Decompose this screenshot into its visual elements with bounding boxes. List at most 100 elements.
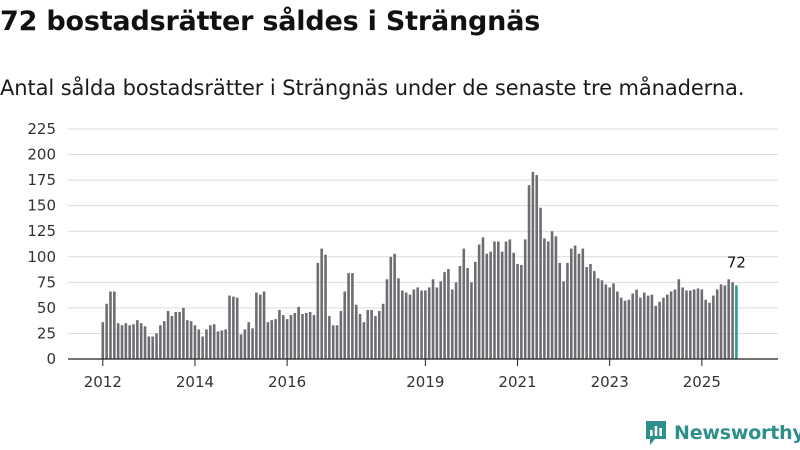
y-tick-label: 175 <box>27 171 56 189</box>
bar <box>677 279 681 359</box>
bar <box>493 241 496 359</box>
bar <box>331 325 335 359</box>
bar <box>504 241 508 359</box>
y-tick-label: 75 <box>37 273 56 291</box>
y-tick-label: 100 <box>27 248 56 266</box>
bar <box>635 289 638 359</box>
bar <box>646 295 650 359</box>
bar <box>109 291 112 359</box>
bar <box>305 313 308 359</box>
bar-highlight <box>735 285 738 359</box>
x-tick-label: 2025 <box>683 373 721 391</box>
bar <box>155 333 158 359</box>
bar <box>669 291 673 359</box>
bar <box>308 311 312 359</box>
bar <box>370 309 373 359</box>
page-subtitle: Antal sålda bostadsrätter i Strängnäs un… <box>0 76 745 100</box>
bar <box>458 265 462 359</box>
bar <box>600 280 604 359</box>
bar <box>408 294 412 359</box>
bar <box>439 281 443 359</box>
bar <box>470 282 473 359</box>
bar <box>727 279 731 359</box>
bar <box>377 310 381 359</box>
bar <box>631 293 635 359</box>
bar <box>500 251 504 359</box>
bar <box>381 303 385 359</box>
bar <box>262 291 266 359</box>
bar <box>654 305 658 359</box>
bar <box>581 248 585 359</box>
bar <box>366 309 370 359</box>
bar <box>251 328 254 359</box>
bar <box>712 295 715 359</box>
bar <box>216 331 220 359</box>
bar <box>497 241 500 359</box>
bar <box>205 329 208 359</box>
bar <box>719 284 723 359</box>
bar <box>593 271 596 359</box>
bar <box>589 263 592 359</box>
page-title: 72 bostadsrätter såldes i Strängnäs <box>0 6 541 37</box>
bar <box>404 292 408 359</box>
x-tick-label: 2014 <box>176 373 214 391</box>
bar <box>354 304 358 359</box>
bar <box>562 281 565 359</box>
bar <box>689 290 692 359</box>
bar <box>523 239 527 359</box>
bar <box>105 303 108 359</box>
bar <box>489 251 492 359</box>
bar <box>281 315 285 359</box>
bar <box>512 252 515 359</box>
bar <box>619 297 623 359</box>
bar <box>139 323 143 359</box>
bar <box>316 262 320 359</box>
bar <box>608 287 611 359</box>
y-tick-label: 0 <box>46 350 56 368</box>
bar <box>197 329 201 359</box>
x-tick-label: 2023 <box>591 373 629 391</box>
bar <box>351 273 354 359</box>
bar <box>704 299 707 359</box>
bar <box>389 256 393 359</box>
bar <box>347 273 350 359</box>
bar <box>235 297 239 359</box>
bars <box>101 171 738 359</box>
bar <box>665 294 669 359</box>
bar <box>297 306 300 359</box>
bar <box>328 316 331 359</box>
bar <box>550 231 554 359</box>
bar <box>577 253 581 359</box>
bar <box>385 279 389 359</box>
bar <box>228 295 231 359</box>
x-tick-label: 2012 <box>84 373 122 391</box>
bar <box>466 268 469 359</box>
bar <box>224 329 227 359</box>
bar <box>650 294 654 359</box>
bar <box>166 310 170 359</box>
bar <box>397 278 400 359</box>
bar <box>612 283 615 359</box>
bar <box>546 241 550 359</box>
bar <box>700 289 704 359</box>
bar <box>113 291 116 359</box>
bar <box>189 321 193 359</box>
bar <box>132 324 135 359</box>
bar <box>312 315 316 359</box>
bar <box>681 287 684 359</box>
bar <box>101 322 105 359</box>
bar <box>427 287 431 359</box>
bar <box>159 325 162 359</box>
bar <box>477 244 481 359</box>
x-tick-label: 2016 <box>268 373 306 391</box>
bar <box>443 272 446 359</box>
bar <box>527 185 531 359</box>
bar <box>170 316 174 359</box>
bar <box>151 336 155 359</box>
bar <box>239 334 243 359</box>
bar <box>596 278 600 359</box>
x-tick-label: 2021 <box>498 373 536 391</box>
bar <box>696 288 700 359</box>
bar <box>627 299 631 359</box>
